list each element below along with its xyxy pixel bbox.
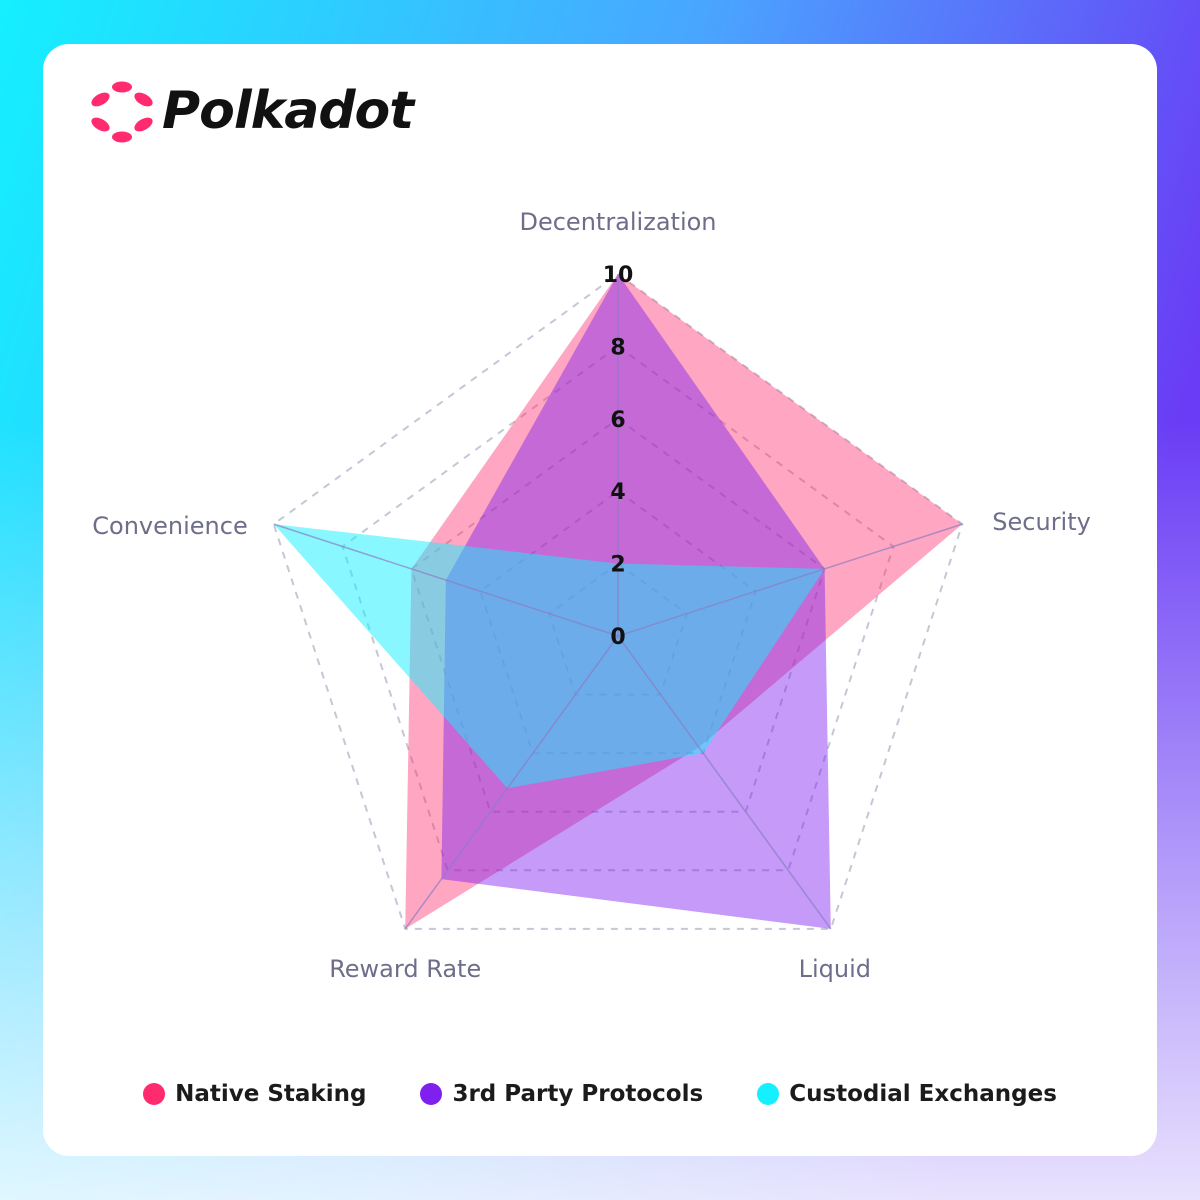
legend-item-custodial-exchanges: Custodial Exchanges (757, 1081, 1057, 1107)
spoke-security (617, 523, 963, 637)
grid-ring-6 (410, 417, 826, 813)
radar-spokes (273, 274, 963, 930)
legend-label: Custodial Exchanges (789, 1081, 1057, 1107)
grid-ring-10 (272, 272, 964, 930)
legend-swatch (420, 1083, 443, 1105)
series-area-custodial-exchanges (273, 524, 825, 789)
spoke-convenience (273, 523, 619, 637)
legend-swatch (143, 1083, 166, 1105)
legend-label: 3rd Party Protocols (452, 1081, 704, 1107)
spoke-reward-rate (404, 635, 619, 930)
polkadot-logo-icon (91, 81, 153, 143)
legend-swatch (757, 1083, 780, 1105)
chart-legend: Native Staking 3rd Party Protocols Custo… (0, 1074, 1200, 1114)
axis-label-liquid: Liquid (799, 955, 871, 983)
grid-ring-8 (341, 345, 895, 872)
axis-label-reward-rate: Reward Rate (329, 955, 481, 983)
tick-label-4: 4 (610, 480, 625, 505)
legend-label: Native Staking (175, 1081, 367, 1107)
axis-label-convenience: Convenience (92, 512, 247, 540)
tick-label-10: 10 (603, 263, 634, 288)
radar-ticks: 0 2 4 6 8 10 (603, 263, 634, 650)
brand-name: Polkadot (162, 81, 414, 141)
tick-label-6: 6 (610, 408, 625, 433)
radar-series (273, 274, 963, 929)
tick-label-0: 0 (610, 625, 625, 650)
spoke-liquid (617, 635, 832, 930)
tick-label-2: 2 (610, 553, 625, 578)
axis-label-decentralization: Decentralization (519, 208, 716, 236)
legend-item-3rd-party-protocols: 3rd Party Protocols (420, 1081, 703, 1107)
legend-item-native-staking: Native Staking (143, 1081, 366, 1107)
axis-label-security: Security (992, 508, 1091, 536)
radar-axis-labels: Decentralization Security Liquid Reward Rat… (92, 208, 1091, 983)
tick-label-8: 8 (610, 335, 625, 360)
